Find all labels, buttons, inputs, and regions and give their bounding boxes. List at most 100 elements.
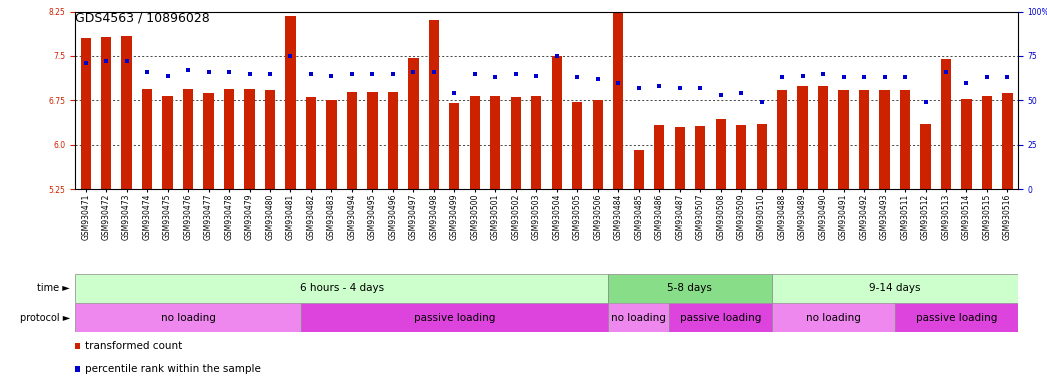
Point [303, 71, 319, 77]
Bar [224, 89, 235, 189]
Bar [101, 37, 111, 189]
Text: passive loading: passive loading [680, 313, 761, 323]
Bar [941, 59, 951, 189]
Bar [286, 16, 295, 189]
Bar [879, 90, 890, 189]
Bar [572, 102, 582, 189]
Text: no loading: no loading [611, 313, 666, 323]
Bar [121, 36, 132, 189]
Text: transformed count: transformed count [85, 341, 182, 351]
Bar [798, 86, 807, 189]
Point [241, 71, 258, 77]
Point [712, 92, 729, 98]
Bar [327, 101, 336, 189]
Point [671, 85, 688, 91]
Point [733, 90, 750, 96]
Bar [367, 91, 378, 189]
Bar [470, 96, 480, 189]
Bar [449, 103, 460, 189]
Point [282, 53, 298, 59]
Point [917, 99, 934, 105]
Text: protocol ►: protocol ► [20, 313, 70, 323]
Point [896, 74, 913, 80]
Bar [895, 303, 1018, 332]
Point [487, 74, 504, 80]
Point [405, 69, 422, 75]
Bar [75, 274, 608, 303]
Point [221, 69, 238, 75]
Bar [531, 96, 541, 189]
Bar [408, 58, 419, 189]
Bar [715, 119, 726, 189]
Bar [203, 93, 214, 189]
Point [999, 74, 1016, 80]
Point [138, 69, 155, 75]
Point [467, 71, 484, 77]
Text: 6 hours - 4 days: 6 hours - 4 days [299, 283, 384, 293]
Point [295, 40, 312, 46]
Bar [757, 124, 766, 189]
Point [425, 69, 442, 75]
Bar [818, 86, 828, 189]
Bar [982, 96, 993, 189]
Bar [387, 91, 398, 189]
Bar [772, 303, 895, 332]
Bar [428, 20, 439, 189]
Bar [839, 90, 849, 189]
Point [77, 60, 94, 66]
Bar [899, 90, 910, 189]
Bar [614, 3, 623, 189]
Point [549, 53, 565, 59]
Point [753, 99, 770, 105]
Point [159, 73, 176, 79]
Bar [920, 124, 931, 189]
Bar [772, 274, 1018, 303]
Bar [859, 90, 869, 189]
Bar [183, 89, 193, 189]
Text: time ►: time ► [38, 283, 70, 293]
Bar [608, 303, 669, 332]
Point [979, 74, 996, 80]
Point [343, 71, 360, 77]
Text: GDS4563 / 10896028: GDS4563 / 10896028 [75, 12, 210, 25]
Point [446, 90, 463, 96]
Bar [695, 126, 706, 189]
Point [295, 249, 312, 255]
Point [384, 71, 401, 77]
Bar [1002, 93, 1012, 189]
Bar [265, 90, 275, 189]
Bar [736, 125, 747, 189]
Bar [511, 98, 521, 189]
Bar [347, 91, 357, 189]
Bar [142, 89, 152, 189]
Point [508, 71, 525, 77]
Bar [633, 150, 644, 189]
Bar [669, 303, 772, 332]
Bar [608, 274, 772, 303]
Point [569, 74, 585, 80]
Point [364, 71, 381, 77]
Point [97, 58, 114, 65]
Bar [961, 99, 972, 189]
Bar [244, 89, 254, 189]
Point [200, 69, 217, 75]
Bar [81, 38, 91, 189]
Point [589, 76, 606, 82]
Point [262, 71, 279, 77]
Text: 5-8 days: 5-8 days [668, 283, 712, 293]
Point [528, 73, 544, 79]
Point [774, 74, 790, 80]
Point [938, 69, 955, 75]
Point [958, 79, 975, 86]
Text: 9-14 days: 9-14 days [869, 283, 920, 293]
Point [815, 71, 831, 77]
Text: passive loading: passive loading [414, 313, 495, 323]
Text: no loading: no loading [806, 313, 861, 323]
Bar [300, 303, 608, 332]
Point [630, 85, 647, 91]
Bar [654, 125, 664, 189]
Bar [490, 96, 500, 189]
Text: percentile rank within the sample: percentile rank within the sample [85, 364, 261, 374]
Bar [552, 56, 562, 189]
Bar [593, 101, 603, 189]
